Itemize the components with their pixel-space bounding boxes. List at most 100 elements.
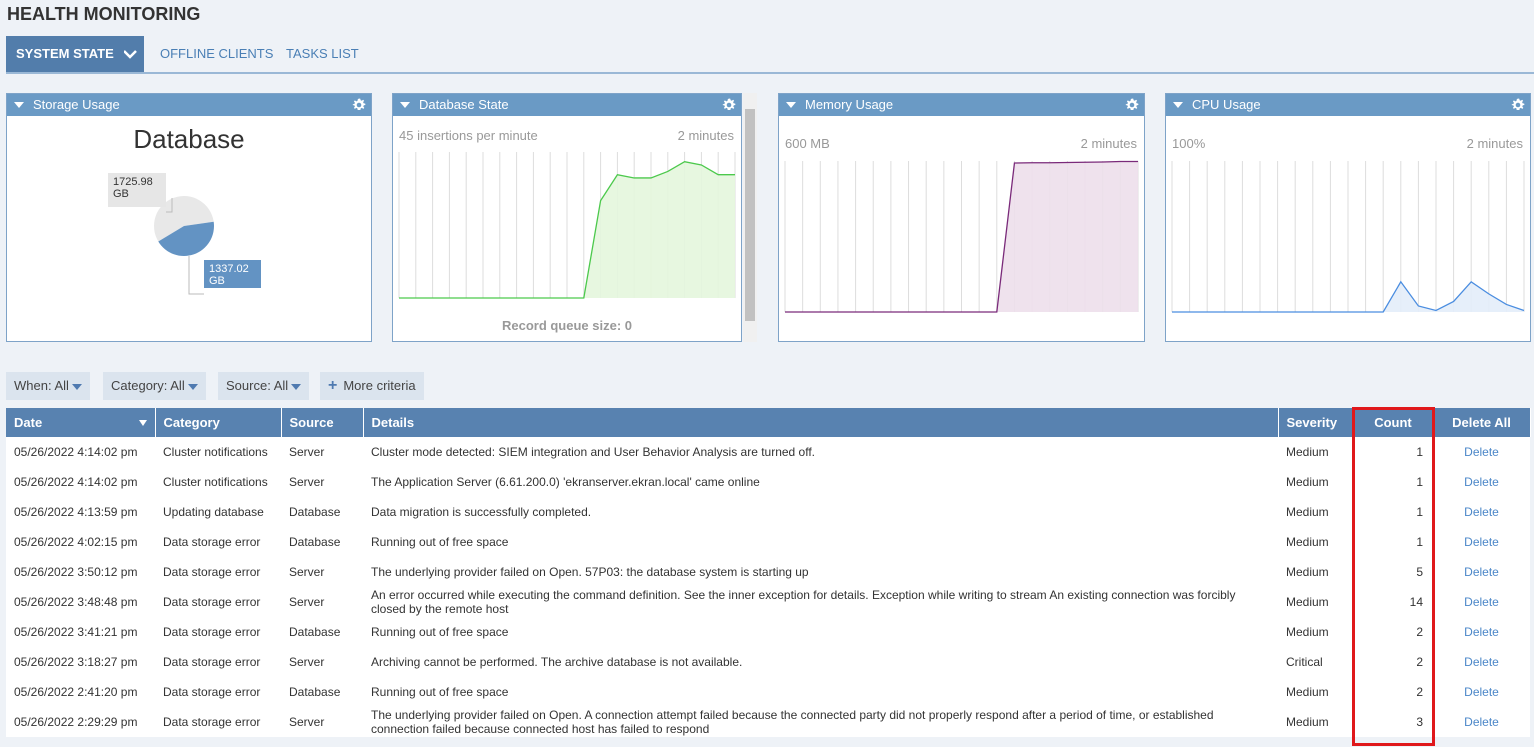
dropdown-caret [71, 383, 82, 390]
settings-icon[interactable] [1510, 97, 1526, 113]
filter-button[interactable]: Source: All [218, 372, 310, 400]
widget: Database State 45 insertions per minute 2 … [392, 93, 742, 342]
table-row: 05/26/2022 4:14:02 pm Cluster notificatio… [6, 467, 1530, 497]
table-cell: 05/26/2022 3:41:21 pm [6, 617, 155, 647]
widget-heading: Database [133, 124, 245, 154]
column-header[interactable]: Date [6, 408, 156, 437]
widget: Storage Usage Database 1725.98 GB 1337.02 G… [6, 93, 372, 342]
delete-link[interactable]: Delete [1433, 647, 1530, 677]
table-row: 05/26/2022 3:48:48 pm Data storage error S… [6, 587, 1530, 617]
widget-header: Database State [393, 94, 741, 116]
table-cell: Database [281, 497, 363, 527]
filter-label: When: All [14, 378, 69, 393]
table-cell: Data storage error [155, 587, 281, 617]
table-cell: 05/26/2022 4:14:02 pm [6, 467, 155, 497]
tab-divider [6, 72, 1534, 74]
column-header[interactable]: Delete All [1433, 408, 1531, 437]
table-cell: 05/26/2022 3:48:48 pm [6, 587, 155, 617]
table-head: Date Category Source Details Severity Count De… [6, 408, 1531, 437]
delete-link[interactable]: Delete [1433, 527, 1530, 557]
table-cell: Server [281, 467, 363, 497]
table-cell: 05/26/2022 4:02:15 pm [6, 527, 155, 557]
column-header[interactable]: Source [281, 408, 364, 437]
table-row: 05/26/2022 3:50:12 pm Data storage error S… [6, 557, 1530, 587]
gear-hole [356, 102, 362, 108]
filter-button[interactable]: Category: All [103, 372, 206, 400]
collapse-caret[interactable] [14, 102, 24, 108]
tab[interactable]: SYSTEM STATE [6, 36, 124, 72]
table-cell: Cluster notifications [155, 467, 281, 497]
delete-link[interactable]: Delete [1433, 587, 1530, 617]
area-fill [1172, 281, 1524, 312]
table-body: 05/26/2022 4:14:02 pm Cluster notificatio… [6, 437, 1530, 737]
table-cell: 1 [1353, 467, 1433, 497]
column-header[interactable]: Count [1353, 408, 1434, 437]
scrollbar[interactable] [743, 93, 757, 342]
gear-hole [1129, 102, 1135, 108]
widget-footer: Record queue size: 0 [501, 318, 633, 333]
column-header[interactable]: Category [155, 408, 282, 437]
delete-link[interactable]: Delete [1433, 467, 1530, 497]
table-cell: 2 [1353, 677, 1433, 707]
pie-slice [158, 221, 214, 256]
delete-link[interactable]: Delete [1433, 437, 1530, 467]
scale-label: 600 MB [785, 136, 830, 151]
events-table: Date Category Source Details Severity Count De… [6, 408, 1531, 737]
delete-link[interactable]: Delete [1433, 557, 1530, 587]
table-cell: 1 [1353, 497, 1433, 527]
slice-label: 1337.02 GB [204, 260, 261, 288]
area-chart [398, 152, 736, 299]
table-cell: 2 [1353, 617, 1433, 647]
settings-icon[interactable] [721, 97, 737, 113]
table-cell: 1 [1353, 437, 1433, 467]
table-cell: Data storage error [155, 707, 281, 737]
table-cell: Data storage error [155, 557, 281, 587]
widget-header: Storage Usage [7, 94, 371, 116]
tab[interactable]: OFFLINE CLIENTS [160, 46, 274, 61]
area-chart [1171, 161, 1525, 313]
filter-button[interactable]: When: All [6, 372, 90, 400]
delete-link[interactable]: Delete [1433, 617, 1530, 647]
table-cell: Server [281, 707, 363, 737]
table-cell: Medium [1278, 587, 1353, 617]
table-cell: 05/26/2022 3:50:12 pm [6, 557, 155, 587]
widget-header: Memory Usage [779, 94, 1144, 116]
table-cell: 14 [1353, 587, 1433, 617]
pie-slice [153, 195, 214, 242]
delete-link[interactable]: Delete [1433, 707, 1530, 737]
filter-button[interactable]: + More criteria [320, 372, 424, 400]
table-cell: Data storage error [155, 647, 281, 677]
delete-link[interactable]: Delete [1433, 497, 1530, 527]
collapse-caret[interactable] [786, 102, 796, 108]
table-cell: 1 [1353, 527, 1433, 557]
collapse-caret[interactable] [400, 102, 410, 108]
collapse-caret[interactable] [1173, 102, 1183, 108]
settings-icon[interactable] [1124, 97, 1140, 113]
delete-link[interactable]: Delete [1433, 677, 1530, 707]
area-line [399, 161, 735, 299]
column-header[interactable]: Severity [1278, 408, 1354, 437]
table-cell: 5 [1353, 557, 1433, 587]
widget: Memory Usage 600 MB 2 minutes [778, 93, 1145, 342]
area-chart [784, 160, 1139, 313]
highlight-box [1352, 407, 1435, 746]
table-cell: Medium [1278, 437, 1353, 467]
table-row: 05/26/2022 4:14:02 pm Cluster notificatio… [6, 437, 1530, 467]
scale-label: 100% [1172, 136, 1206, 151]
table-cell: An error occurred while executing the co… [363, 587, 1278, 617]
scrollbar-thumb[interactable] [745, 109, 755, 321]
filter-label: More criteria [343, 378, 416, 393]
label-connector [166, 198, 173, 213]
tab[interactable]: TASKS LIST [286, 46, 359, 61]
slice-label: 1725.98 GB [108, 173, 166, 207]
column-header[interactable]: Details [363, 408, 1279, 437]
table-row: 05/26/2022 2:29:29 pm Data storage error S… [6, 707, 1530, 737]
table-cell: Running out of free space [363, 617, 1278, 647]
table-cell: Medium [1278, 617, 1353, 647]
scale-label: 45 insertions per minute [399, 128, 538, 143]
widget-header: CPU Usage [1166, 94, 1530, 116]
table-cell: 05/26/2022 3:18:27 pm [6, 647, 155, 677]
area-fill [785, 161, 1138, 312]
settings-icon[interactable] [351, 97, 367, 113]
